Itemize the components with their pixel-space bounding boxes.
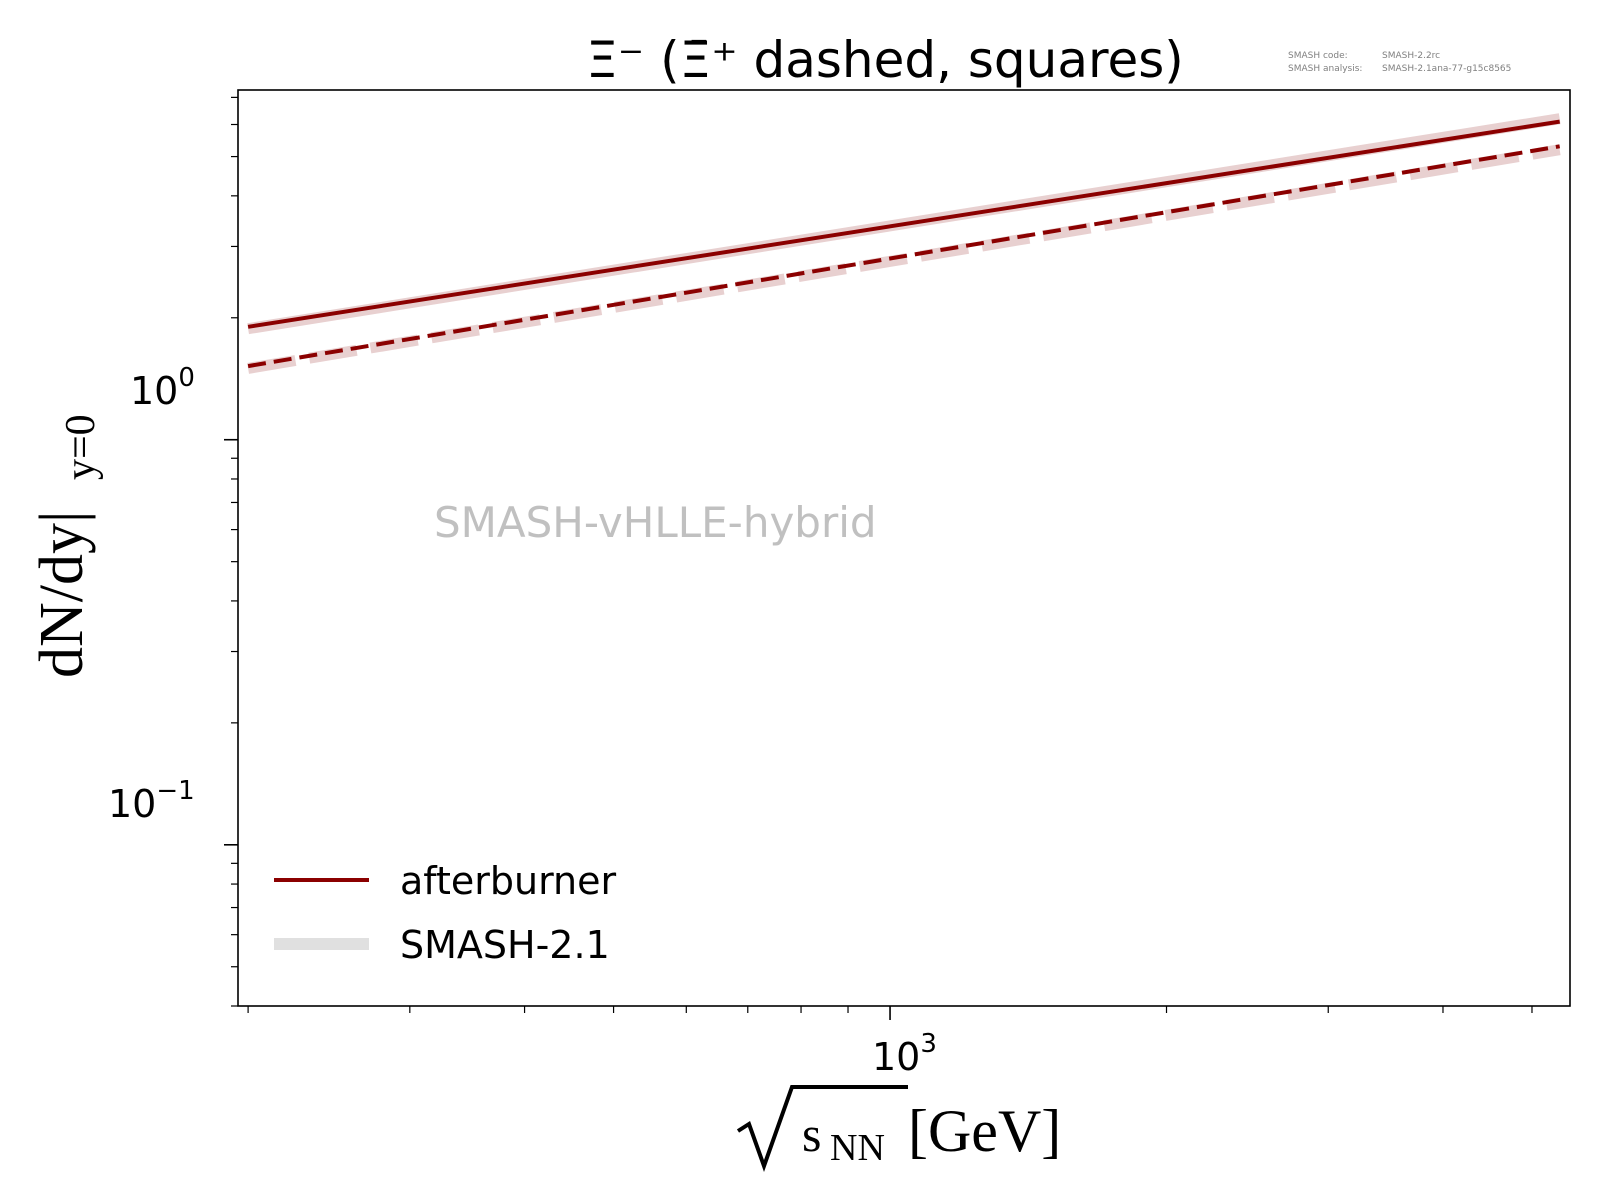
tick-layer <box>224 96 1533 1020</box>
version-code-label: SMASH code: <box>1288 51 1348 61</box>
x-axis-var: s <box>802 1106 821 1162</box>
series-layer <box>247 113 1561 374</box>
y-tick-label-1: 100 <box>130 363 195 413</box>
y-axis-main: dN/dy| <box>28 511 96 678</box>
x-axis-unit: [GeV] <box>908 1098 1061 1164</box>
watermark: SMASH-vHLLE-hybrid <box>434 498 877 547</box>
y-tick-base-0.1: 10 <box>108 782 156 826</box>
sqrt-sign <box>736 1085 908 1172</box>
series-line-afterburner-xi <box>247 119 1561 329</box>
y-tick-base-1: 10 <box>130 369 178 413</box>
x-tick-exp: 3 <box>920 1029 937 1059</box>
x-axis-label: s NN [GeV] <box>736 1085 1061 1172</box>
x-tick-base: 10 <box>872 1035 920 1079</box>
plot-area <box>238 90 1570 1006</box>
version-code-value: SMASH-2.2rc <box>1382 51 1440 61</box>
axes-frame <box>237 89 1571 1007</box>
x-tick-label-1000: 103 <box>872 1029 937 1079</box>
x-axis-sub: NN <box>830 1127 885 1169</box>
version-analysis-value: SMASH-2.1ana-77-g15c8565 <box>1382 64 1511 74</box>
y-axis-sub: y=0 <box>58 414 104 480</box>
y-axis-label: dN/dy| y=0 <box>28 414 104 678</box>
legend: afterburner SMASH-2.1 <box>274 859 617 967</box>
legend-label-afterburner: afterburner <box>400 859 617 903</box>
series-line-afterburner-antixi <box>247 144 1561 369</box>
y-tick-exp-0.1: −1 <box>156 776 194 806</box>
series-line-smash-2-1-antixi <box>247 144 1561 374</box>
legend-label-smash: SMASH-2.1 <box>400 923 610 967</box>
version-analysis-label: SMASH analysis: <box>1288 64 1362 74</box>
y-tick-exp-1: 0 <box>178 363 195 393</box>
y-tick-label-0.1: 10−1 <box>108 776 195 826</box>
chart-title: Ξ⁻ (Ξ̄⁺ dashed, squares) <box>586 31 1184 89</box>
